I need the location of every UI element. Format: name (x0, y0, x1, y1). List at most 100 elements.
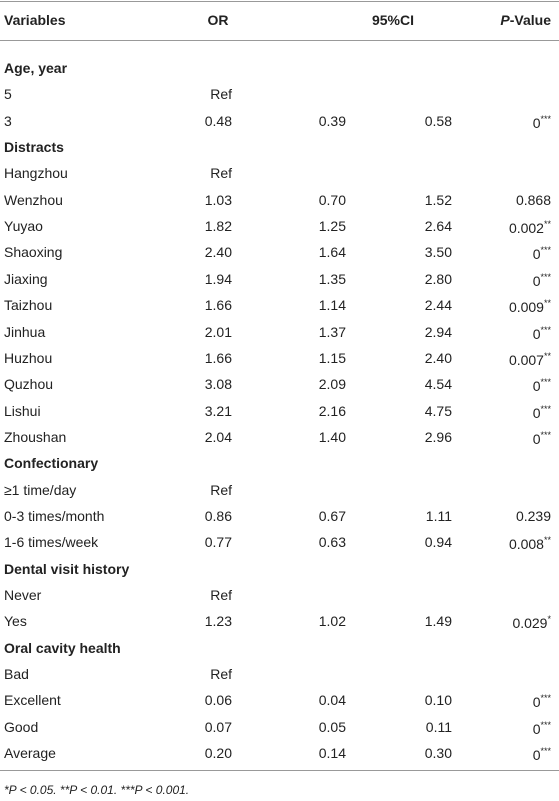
or-cell: 1.03 (204, 191, 232, 208)
p-value: 0.029 (512, 615, 548, 632)
p-value: 0.239 (515, 507, 551, 524)
row-label: Yes (4, 613, 27, 630)
p-value: 0 (532, 694, 541, 711)
p-value: 0 (532, 404, 541, 421)
or-cell: 2.01 (204, 323, 232, 340)
or-cell: 1.82 (204, 218, 232, 235)
p-value: 0 (532, 430, 541, 447)
p-cell: 0*** (533, 268, 551, 290)
ci-high-cell: 2.94 (424, 323, 452, 340)
or-cell: 0.86 (204, 507, 232, 524)
significance: *** (540, 113, 551, 124)
p-cell: 0.239 (516, 507, 551, 525)
row-label: Quzhou (4, 376, 54, 393)
ci-low-cell: 0.14 (318, 745, 346, 762)
ci-high-cell: 1.11 (425, 507, 452, 524)
ci-low-cell: 1.02 (318, 613, 346, 630)
p-value: 0.007 (508, 351, 544, 368)
p-cell: 0*** (533, 110, 551, 132)
ci-high-cell: 1.52 (424, 191, 452, 208)
or-cell: 0.06 (204, 692, 232, 709)
row-label: 3 (4, 112, 12, 129)
ci-low-cell: 1.15 (318, 349, 346, 366)
significance: *** (540, 403, 551, 414)
significance: ** (543, 351, 551, 362)
p-cell: 0*** (533, 426, 551, 448)
or-cell: 2.40 (204, 244, 232, 261)
significance: *** (540, 430, 551, 441)
significance: *** (540, 324, 551, 335)
or-cell: Ref (210, 165, 232, 182)
ci-high-cell: 4.75 (424, 402, 452, 419)
p-cell: 0*** (533, 400, 551, 422)
p-cell: 0.007** (509, 347, 551, 369)
section-label: Oral cavity health (4, 639, 121, 656)
row-label: Excellent (4, 692, 61, 709)
top-rule (0, 1, 559, 2)
row-label: Hangzhou (4, 165, 68, 182)
ci-low-cell: 0.39 (318, 112, 346, 129)
ci-low-cell: 1.64 (318, 244, 346, 261)
or-cell: 1.94 (204, 270, 232, 287)
or-cell: Ref (210, 86, 232, 103)
p-cell: 0*** (533, 690, 551, 712)
p-cell: 0.008** (509, 531, 551, 553)
or-cell: 1.66 (204, 297, 232, 314)
row-label: Zhoushan (4, 428, 67, 445)
ci-high-cell: 0.30 (424, 745, 452, 762)
or-cell: Ref (210, 666, 232, 683)
row-label: Average (4, 745, 56, 762)
ci-high-cell: 2.96 (424, 428, 452, 445)
p-value: 0.008 (508, 536, 544, 553)
header-cell: 95%CI (371, 12, 415, 28)
p-value: 0 (532, 272, 541, 289)
p-cell: 0.868 (516, 191, 551, 209)
ci-high-cell: 2.40 (424, 349, 452, 366)
or-cell: 3.21 (204, 402, 232, 419)
ci-high-cell: 2.64 (424, 218, 452, 235)
p-value: 0 (532, 720, 541, 737)
header-p-rest: -Value (509, 12, 551, 28)
p-cell: 0*** (533, 716, 551, 738)
section-label: Confectionary (4, 455, 99, 472)
ci-high-cell: 4.54 (424, 376, 452, 393)
row-label: 0-3 times/month (4, 507, 105, 524)
ci-low-cell: 1.37 (318, 323, 346, 340)
p-value: 0 (532, 325, 541, 342)
p-value: 0 (532, 114, 541, 131)
significance: * (547, 614, 551, 625)
row-label: Jinhua (4, 323, 46, 340)
ci-high-cell: 2.80 (424, 270, 452, 287)
header-rule (0, 40, 559, 41)
row-label: ≥1 time/day (4, 481, 77, 498)
or-cell: 0.77 (204, 534, 232, 551)
p-cell: 0*** (533, 742, 551, 764)
or-cell: Ref (210, 587, 232, 603)
p-cell: 0.009** (509, 294, 551, 316)
significance: ** (543, 535, 551, 546)
row-label: Shaoxing (4, 244, 63, 261)
or-cell: 0.48 (204, 112, 232, 129)
row-label: Good (4, 718, 39, 735)
section-label: Dental visit history (4, 560, 130, 577)
ci-low-cell: 2.09 (318, 376, 346, 393)
ci-high-cell: 0.11 (425, 718, 452, 735)
header-cell: Variables (4, 12, 66, 28)
row-label: Jiaxing (4, 270, 48, 287)
p-value: 0.868 (515, 191, 551, 208)
header-cell: OR (207, 12, 229, 28)
row-label: 1-6 times/week (4, 534, 99, 551)
ci-high-cell: 1.49 (424, 613, 452, 630)
ci-low-cell: 0.04 (318, 692, 346, 709)
or-cell: 2.04 (204, 428, 232, 445)
ci-low-cell: 0.05 (318, 718, 346, 735)
ci-low-cell: 1.14 (318, 297, 346, 314)
ci-low-cell: 0.63 (318, 534, 346, 551)
or-cell: 0.07 (204, 718, 232, 735)
header-p: P (500, 12, 510, 28)
significance: *** (540, 271, 551, 282)
p-cell: 0*** (533, 242, 551, 264)
or-cell: Ref (210, 481, 232, 498)
or-cell: 1.66 (204, 349, 232, 366)
